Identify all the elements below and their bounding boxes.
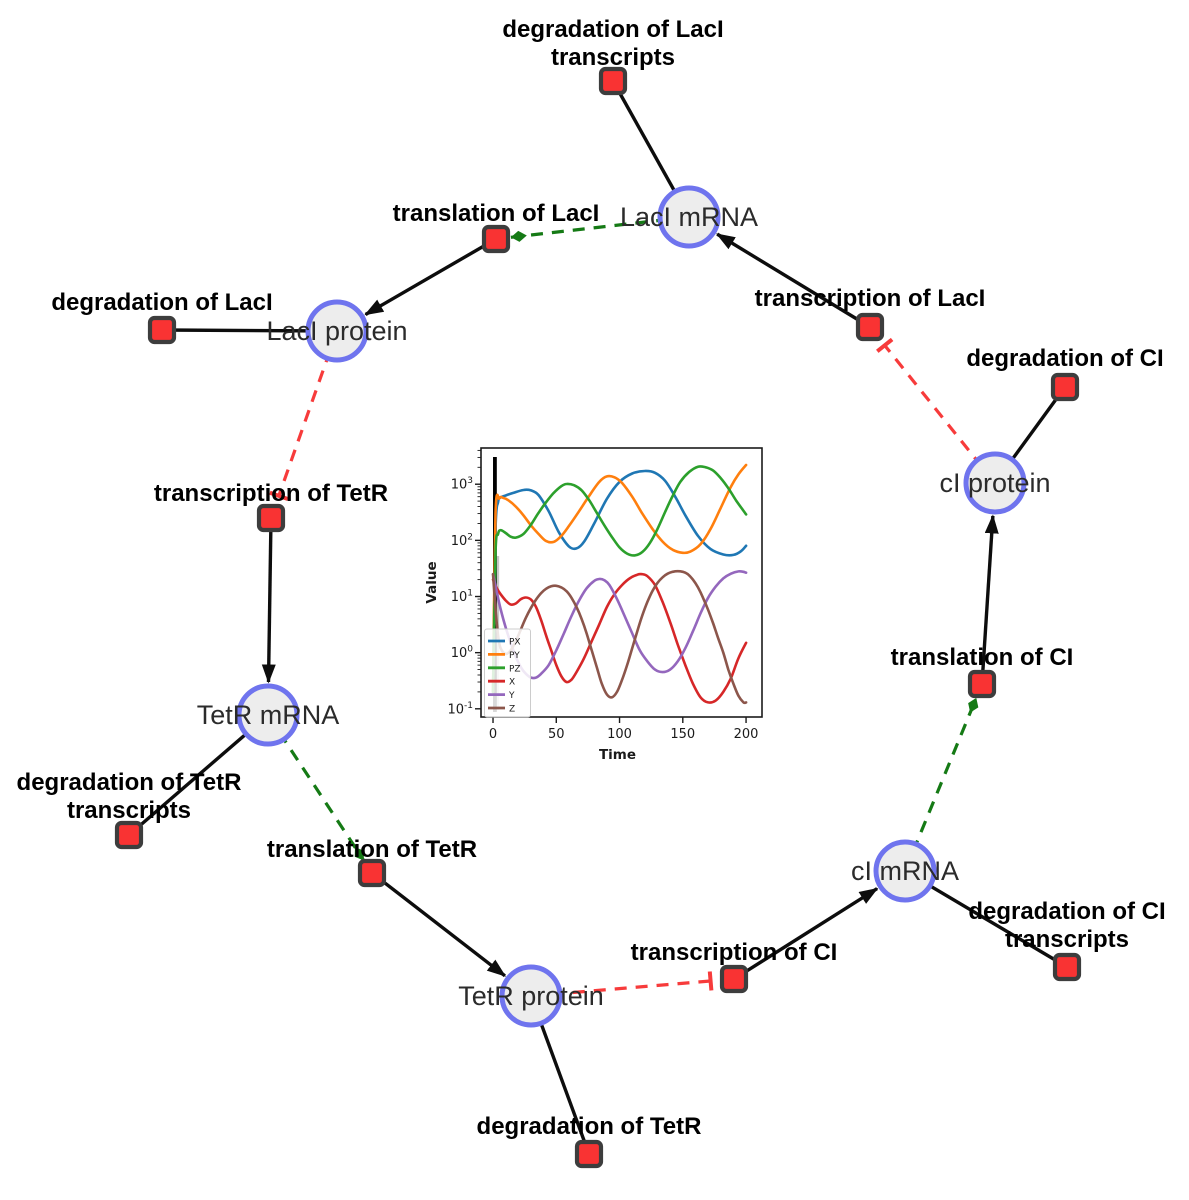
reaction-label-deg_laci_tx: transcripts: [551, 44, 675, 71]
species-node-laci_mrna[interactable]: [657, 185, 721, 249]
species-node-ci_protein[interactable]: [963, 451, 1027, 515]
reaction-label-deg_laci: degradation of LacI: [51, 289, 272, 316]
legend: PX PY PZ XYZ: [484, 628, 531, 718]
edge-tx_ci-ci_mrna: [733, 887, 879, 981]
species-label-ci_protein: cI protein: [939, 468, 1050, 498]
reaction-label-deg_ci: degradation of CI: [966, 345, 1163, 372]
reaction-label-tl_laci: translation of LacI: [393, 200, 600, 227]
reaction-node-deg_laci_tx[interactable]: [598, 66, 628, 96]
edge-tl_ci-ci_protein: [980, 514, 999, 685]
species-node-laci_protein[interactable]: [305, 299, 369, 363]
species-label-tetr_protein: TetR protein: [458, 981, 604, 1011]
species-label-laci_protein: LacI protein: [266, 316, 407, 346]
reaction-label-tl_ci: translation of CI: [891, 644, 1074, 671]
edge-tl_laci-laci_protein: [364, 237, 497, 316]
reaction-nodes-layer: [114, 66, 1082, 1169]
series-line-Z: [491, 569, 748, 705]
legend-label-Z: Z: [509, 705, 515, 715]
series-line-PY: [491, 463, 748, 694]
reaction-node-deg_ci[interactable]: [1050, 372, 1080, 402]
species-nodes-layer: [236, 185, 1027, 1028]
reaction-node-tl_ci[interactable]: [967, 669, 997, 699]
legend-label-Y: Y: [508, 691, 515, 701]
edge-tx_tetr-tetr_mrna: [261, 517, 276, 684]
legend-label-PY: PY: [509, 651, 520, 661]
x-axis-label: Time: [599, 747, 636, 763]
species-label-tetr_mrna: TetR mRNA: [197, 700, 340, 730]
species-node-ci_mrna[interactable]: [873, 839, 937, 903]
legend-label-X: X: [509, 678, 515, 688]
species-node-tetr_mrna[interactable]: [236, 683, 300, 747]
y-tick-label: 101: [451, 589, 473, 606]
series-line-PX: [491, 469, 748, 694]
reaction-label-deg_tetr_tx: transcripts: [67, 797, 191, 824]
reaction-label-deg_tetr_tx: degradation of TetR: [17, 769, 242, 796]
reaction-node-deg_ci_tx[interactable]: [1052, 952, 1082, 982]
reaction-node-tx_tetr[interactable]: [256, 503, 286, 533]
reaction-node-tl_laci[interactable]: [481, 224, 511, 254]
legend-label-PZ: PZ: [509, 664, 521, 674]
species-node-tetr_protein[interactable]: [499, 964, 563, 1028]
reaction-node-tx_laci[interactable]: [855, 312, 885, 342]
species-label-ci_mrna: cI mRNA: [851, 856, 959, 886]
series-line-X: [491, 572, 748, 704]
labels-layer: LacI mRNA LacI protein TetR mRNA TetR prote…: [17, 16, 1166, 1140]
plot-frame: [480, 447, 763, 718]
series-line-PZ: [491, 465, 748, 694]
reaction-label-deg_ci_tx: degradation of CI: [968, 898, 1165, 925]
y-tick-label: 100: [451, 645, 474, 662]
species-label-laci_mrna: LacI mRNA: [620, 202, 758, 232]
y-tick-label: 10-1: [447, 701, 473, 718]
edge-tx_laci-laci_mrna: [715, 232, 871, 329]
x-tick-label: 50: [548, 727, 565, 742]
reaction-node-deg_tetr_tx[interactable]: [114, 820, 144, 850]
y-axis-label: Value: [424, 561, 440, 603]
reaction-label-deg_ci_tx: transcripts: [1005, 926, 1129, 953]
edge-tl_tetr-tetr_protein: [370, 871, 507, 978]
x-tick-label: 150: [670, 727, 695, 742]
reaction-label-tx_laci: transcription of LacI: [755, 285, 986, 312]
inset-plot: 0 50 100 150 20010-1100101102103TimeValuePXP…: [424, 447, 763, 763]
legend-label-PX: PX: [509, 638, 521, 648]
reaction-node-deg_laci[interactable]: [147, 315, 177, 345]
reaction-node-tx_ci[interactable]: [719, 964, 749, 994]
x-tick-label: 0: [489, 727, 497, 742]
y-tick-label: 103: [451, 476, 473, 493]
y-tick-label: 102: [451, 532, 473, 549]
reaction-node-deg_tetr[interactable]: [574, 1139, 604, 1169]
x-tick-label: 200: [734, 727, 759, 742]
reaction-label-deg_tetr: degradation of TetR: [477, 1113, 702, 1140]
reaction-label-deg_laci_tx: degradation of LacI: [502, 16, 723, 43]
reaction-node-tl_tetr[interactable]: [357, 858, 387, 888]
reaction-label-tl_tetr: translation of TetR: [267, 836, 477, 863]
reaction-label-tx_ci: transcription of CI: [631, 939, 838, 966]
reaction-label-tx_tetr: transcription of TetR: [154, 480, 388, 507]
x-tick-label: 100: [607, 727, 632, 742]
